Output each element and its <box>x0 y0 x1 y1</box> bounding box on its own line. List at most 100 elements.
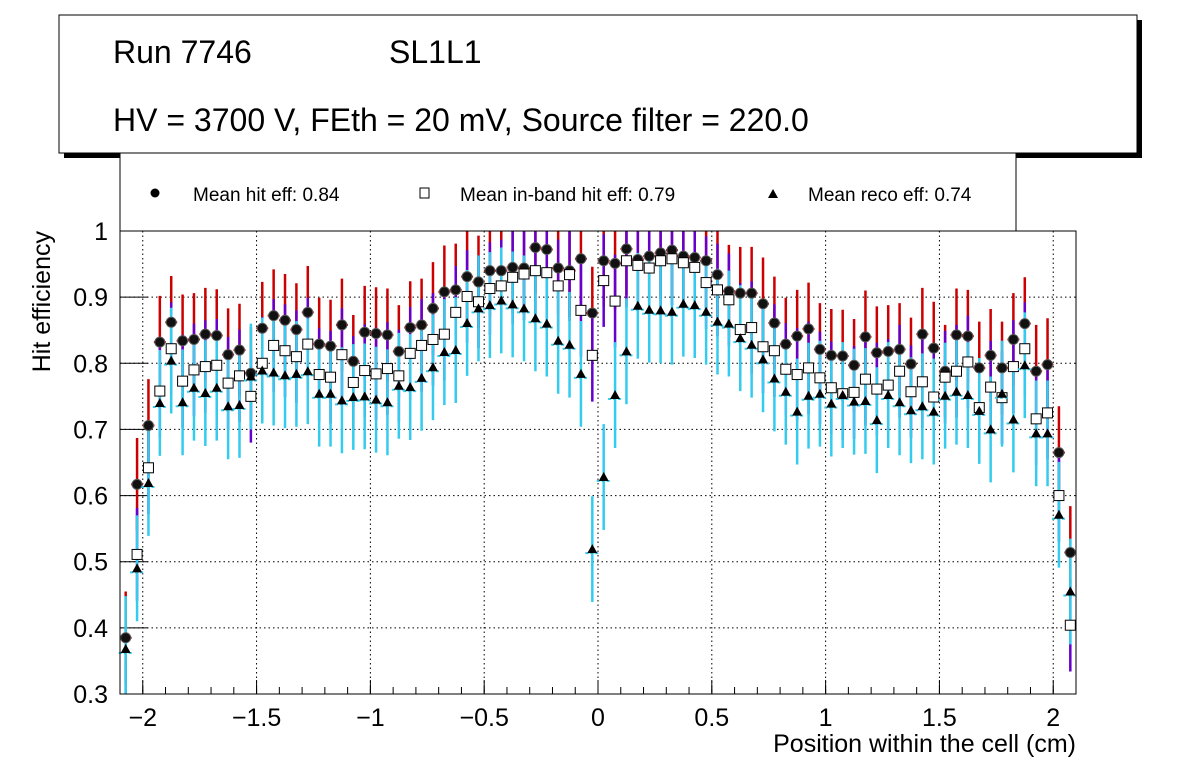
reco-marker <box>291 368 302 378</box>
inband-marker <box>1042 407 1054 419</box>
reco-marker <box>792 406 803 416</box>
reco-marker <box>883 390 894 400</box>
inband-marker <box>268 339 280 351</box>
hit-marker <box>1030 365 1042 377</box>
reco-marker <box>997 388 1008 398</box>
hit-marker <box>279 314 291 326</box>
reco-marker <box>712 316 723 326</box>
reco-marker <box>974 405 985 415</box>
inband-marker <box>780 363 792 375</box>
y-tick-label: 1 <box>94 218 108 246</box>
inband-marker <box>450 306 462 318</box>
inband-marker <box>427 333 439 345</box>
inband-marker <box>848 386 860 398</box>
inband-marker <box>222 377 234 389</box>
inband-marker <box>552 280 564 292</box>
reco-marker <box>553 335 564 345</box>
reco-marker <box>245 371 256 381</box>
reco-marker <box>940 390 951 400</box>
inband-marker <box>199 361 211 373</box>
reco-marker <box>894 397 905 407</box>
y-tick-label: 0.5 <box>73 549 108 577</box>
inband-marker <box>905 386 917 398</box>
conditions-label: HV = 3700 V, FEth = 20 mV, Source filter… <box>113 102 809 138</box>
inband-marker <box>234 370 245 382</box>
hit-marker <box>814 343 826 355</box>
inband-marker <box>757 341 769 353</box>
hit-marker <box>177 335 189 347</box>
hit-marker <box>427 302 439 314</box>
inband-marker <box>279 345 291 357</box>
reco-marker <box>462 317 473 327</box>
y-axis-label: Hit efficiency <box>28 231 56 373</box>
hit-marker <box>120 632 132 644</box>
inband-marker <box>461 290 473 302</box>
inband-marker <box>165 343 177 355</box>
reco-marker <box>359 391 370 401</box>
inband-marker <box>598 275 610 287</box>
x-tick-label: −0.5 <box>460 704 509 732</box>
reco-marker <box>758 354 769 364</box>
x-tick-label: 0 <box>591 704 605 732</box>
inband-marker <box>416 339 428 351</box>
x-tick-label: 1 <box>819 704 833 732</box>
reco-marker <box>1065 586 1076 596</box>
inband-marker <box>302 338 314 350</box>
inband-marker <box>177 375 189 387</box>
inband-marker <box>928 391 940 403</box>
hit-marker <box>859 331 871 343</box>
hit-marker <box>962 330 974 342</box>
legend-label-reco: Mean reco eff: 0.74 <box>808 185 972 206</box>
reco-marker <box>871 415 882 425</box>
inband-marker <box>404 347 416 359</box>
reco-marker <box>826 398 837 408</box>
inband-marker <box>142 462 154 474</box>
inband-marker <box>586 349 598 361</box>
reco-marker <box>860 395 871 405</box>
hit-marker <box>222 349 234 361</box>
hit-marker <box>256 322 268 334</box>
reco-marker <box>416 372 427 382</box>
y-tick-label: 0.7 <box>73 416 108 444</box>
x-axis-label: Position within the cell (cm) <box>773 730 1076 758</box>
hit-marker <box>620 243 632 255</box>
hit-marker <box>1042 359 1054 371</box>
hit-marker <box>996 362 1008 374</box>
inband-marker <box>871 383 883 395</box>
inband-marker <box>484 283 496 295</box>
hit-marker <box>199 328 211 340</box>
reco-marker <box>1031 428 1042 438</box>
legend-marker-square <box>419 187 430 199</box>
hit-marker <box>347 355 359 367</box>
reco-marker <box>735 333 746 343</box>
reco-marker <box>234 399 245 409</box>
inband-marker <box>564 269 576 281</box>
legend-entry-inband: Mean in-band hit eff: 0.79 <box>419 185 675 206</box>
legend-marker-triangle <box>768 189 778 198</box>
legend-marker-circle <box>150 188 160 198</box>
inband-marker <box>700 277 712 289</box>
reco-marker <box>393 380 404 390</box>
inband-marker <box>393 370 405 382</box>
run-label: Run 7746 <box>113 34 252 70</box>
reco-marker <box>166 355 177 365</box>
inband-marker <box>541 267 553 279</box>
reco-marker <box>519 303 530 313</box>
inband-marker <box>825 382 837 394</box>
inband-marker <box>1030 413 1042 425</box>
hit-marker <box>951 329 962 341</box>
inband-marker <box>734 324 746 336</box>
inband-marker <box>1053 490 1065 502</box>
inband-marker <box>859 373 871 385</box>
reco-marker <box>154 397 165 407</box>
inband-marker <box>894 365 906 377</box>
y-tick-labels: 0.3 0.4 0.5 0.6 0.7 0.8 0.9 1 <box>73 218 108 709</box>
inband-marker <box>666 253 678 265</box>
inband-marker <box>325 371 337 383</box>
x-tick-label: 2 <box>1046 704 1060 732</box>
reco-marker <box>382 397 393 407</box>
hit-marker <box>416 319 428 331</box>
inband-marker <box>643 262 655 274</box>
x-tick-label: −2 <box>129 704 158 732</box>
